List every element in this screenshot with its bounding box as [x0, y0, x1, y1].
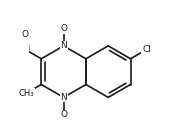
Text: CH₃: CH₃	[19, 89, 34, 98]
Text: O: O	[21, 30, 28, 39]
Text: N: N	[60, 93, 67, 102]
Text: Cl: Cl	[142, 45, 151, 54]
Text: O: O	[60, 24, 67, 33]
Text: O: O	[60, 110, 67, 119]
Text: N: N	[60, 41, 67, 50]
